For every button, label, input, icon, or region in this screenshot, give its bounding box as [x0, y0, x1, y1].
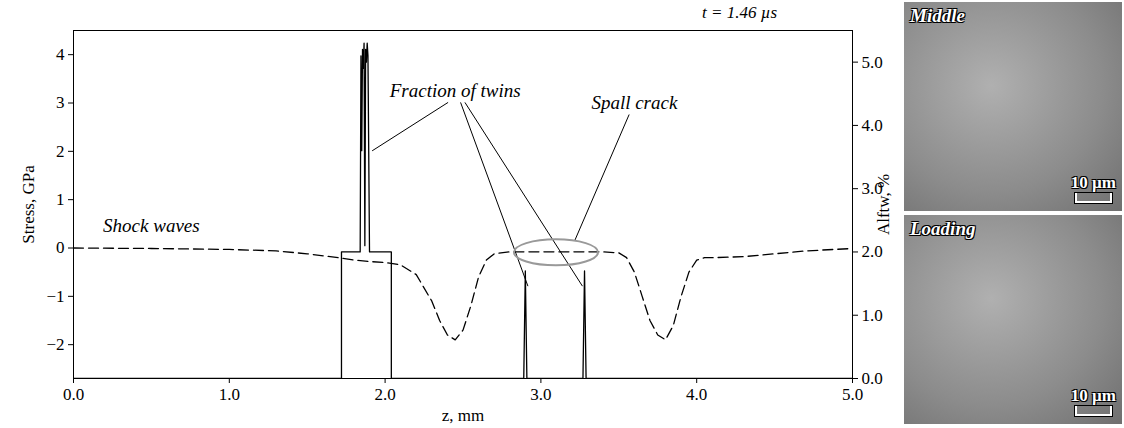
svg-text:Stress, GPa: Stress, GPa: [19, 165, 38, 244]
svg-text:3: 3: [56, 93, 65, 112]
svg-text:Spall crack: Spall crack: [591, 92, 678, 113]
svg-text:3.0: 3.0: [530, 385, 551, 404]
svg-text:z, mm: z, mm: [442, 406, 485, 425]
svg-text:0.0: 0.0: [862, 369, 883, 388]
svg-text:2: 2: [56, 142, 65, 161]
html-text:10 µm: 10 µm: [1070, 386, 1116, 405]
svg-text:5.0: 5.0: [842, 385, 863, 404]
svg-text:2.0: 2.0: [374, 385, 395, 404]
html-text:10 µm: 10 µm: [1070, 173, 1116, 192]
svg-text:4: 4: [56, 45, 65, 64]
svg-text:0.0: 0.0: [63, 385, 84, 404]
svg-text:Shock waves: Shock waves: [103, 215, 200, 236]
svg-text:4.0: 4.0: [862, 116, 883, 135]
svg-text:3.0: 3.0: [862, 179, 883, 198]
svg-text:1.0: 1.0: [862, 306, 883, 325]
svg-text:Alftw, %: Alftw, %: [874, 174, 893, 235]
html-text:t = 1.46 µs: t = 1.46 µs: [702, 3, 778, 22]
svg-text:5.0: 5.0: [862, 53, 883, 72]
svg-text:1.0: 1.0: [219, 385, 240, 404]
html-text:Loading: Loading: [910, 218, 976, 239]
html-text:Middle: Middle: [910, 5, 965, 26]
svg-text:1: 1: [56, 190, 65, 209]
svg-text:2.0: 2.0: [862, 242, 883, 261]
svg-text:4.0: 4.0: [686, 385, 707, 404]
svg-text:0: 0: [56, 238, 65, 257]
svg-text:−2: −2: [46, 335, 64, 354]
svg-text:−1: −1: [46, 287, 64, 306]
svg-text:Fraction of twins: Fraction of twins: [389, 80, 521, 101]
